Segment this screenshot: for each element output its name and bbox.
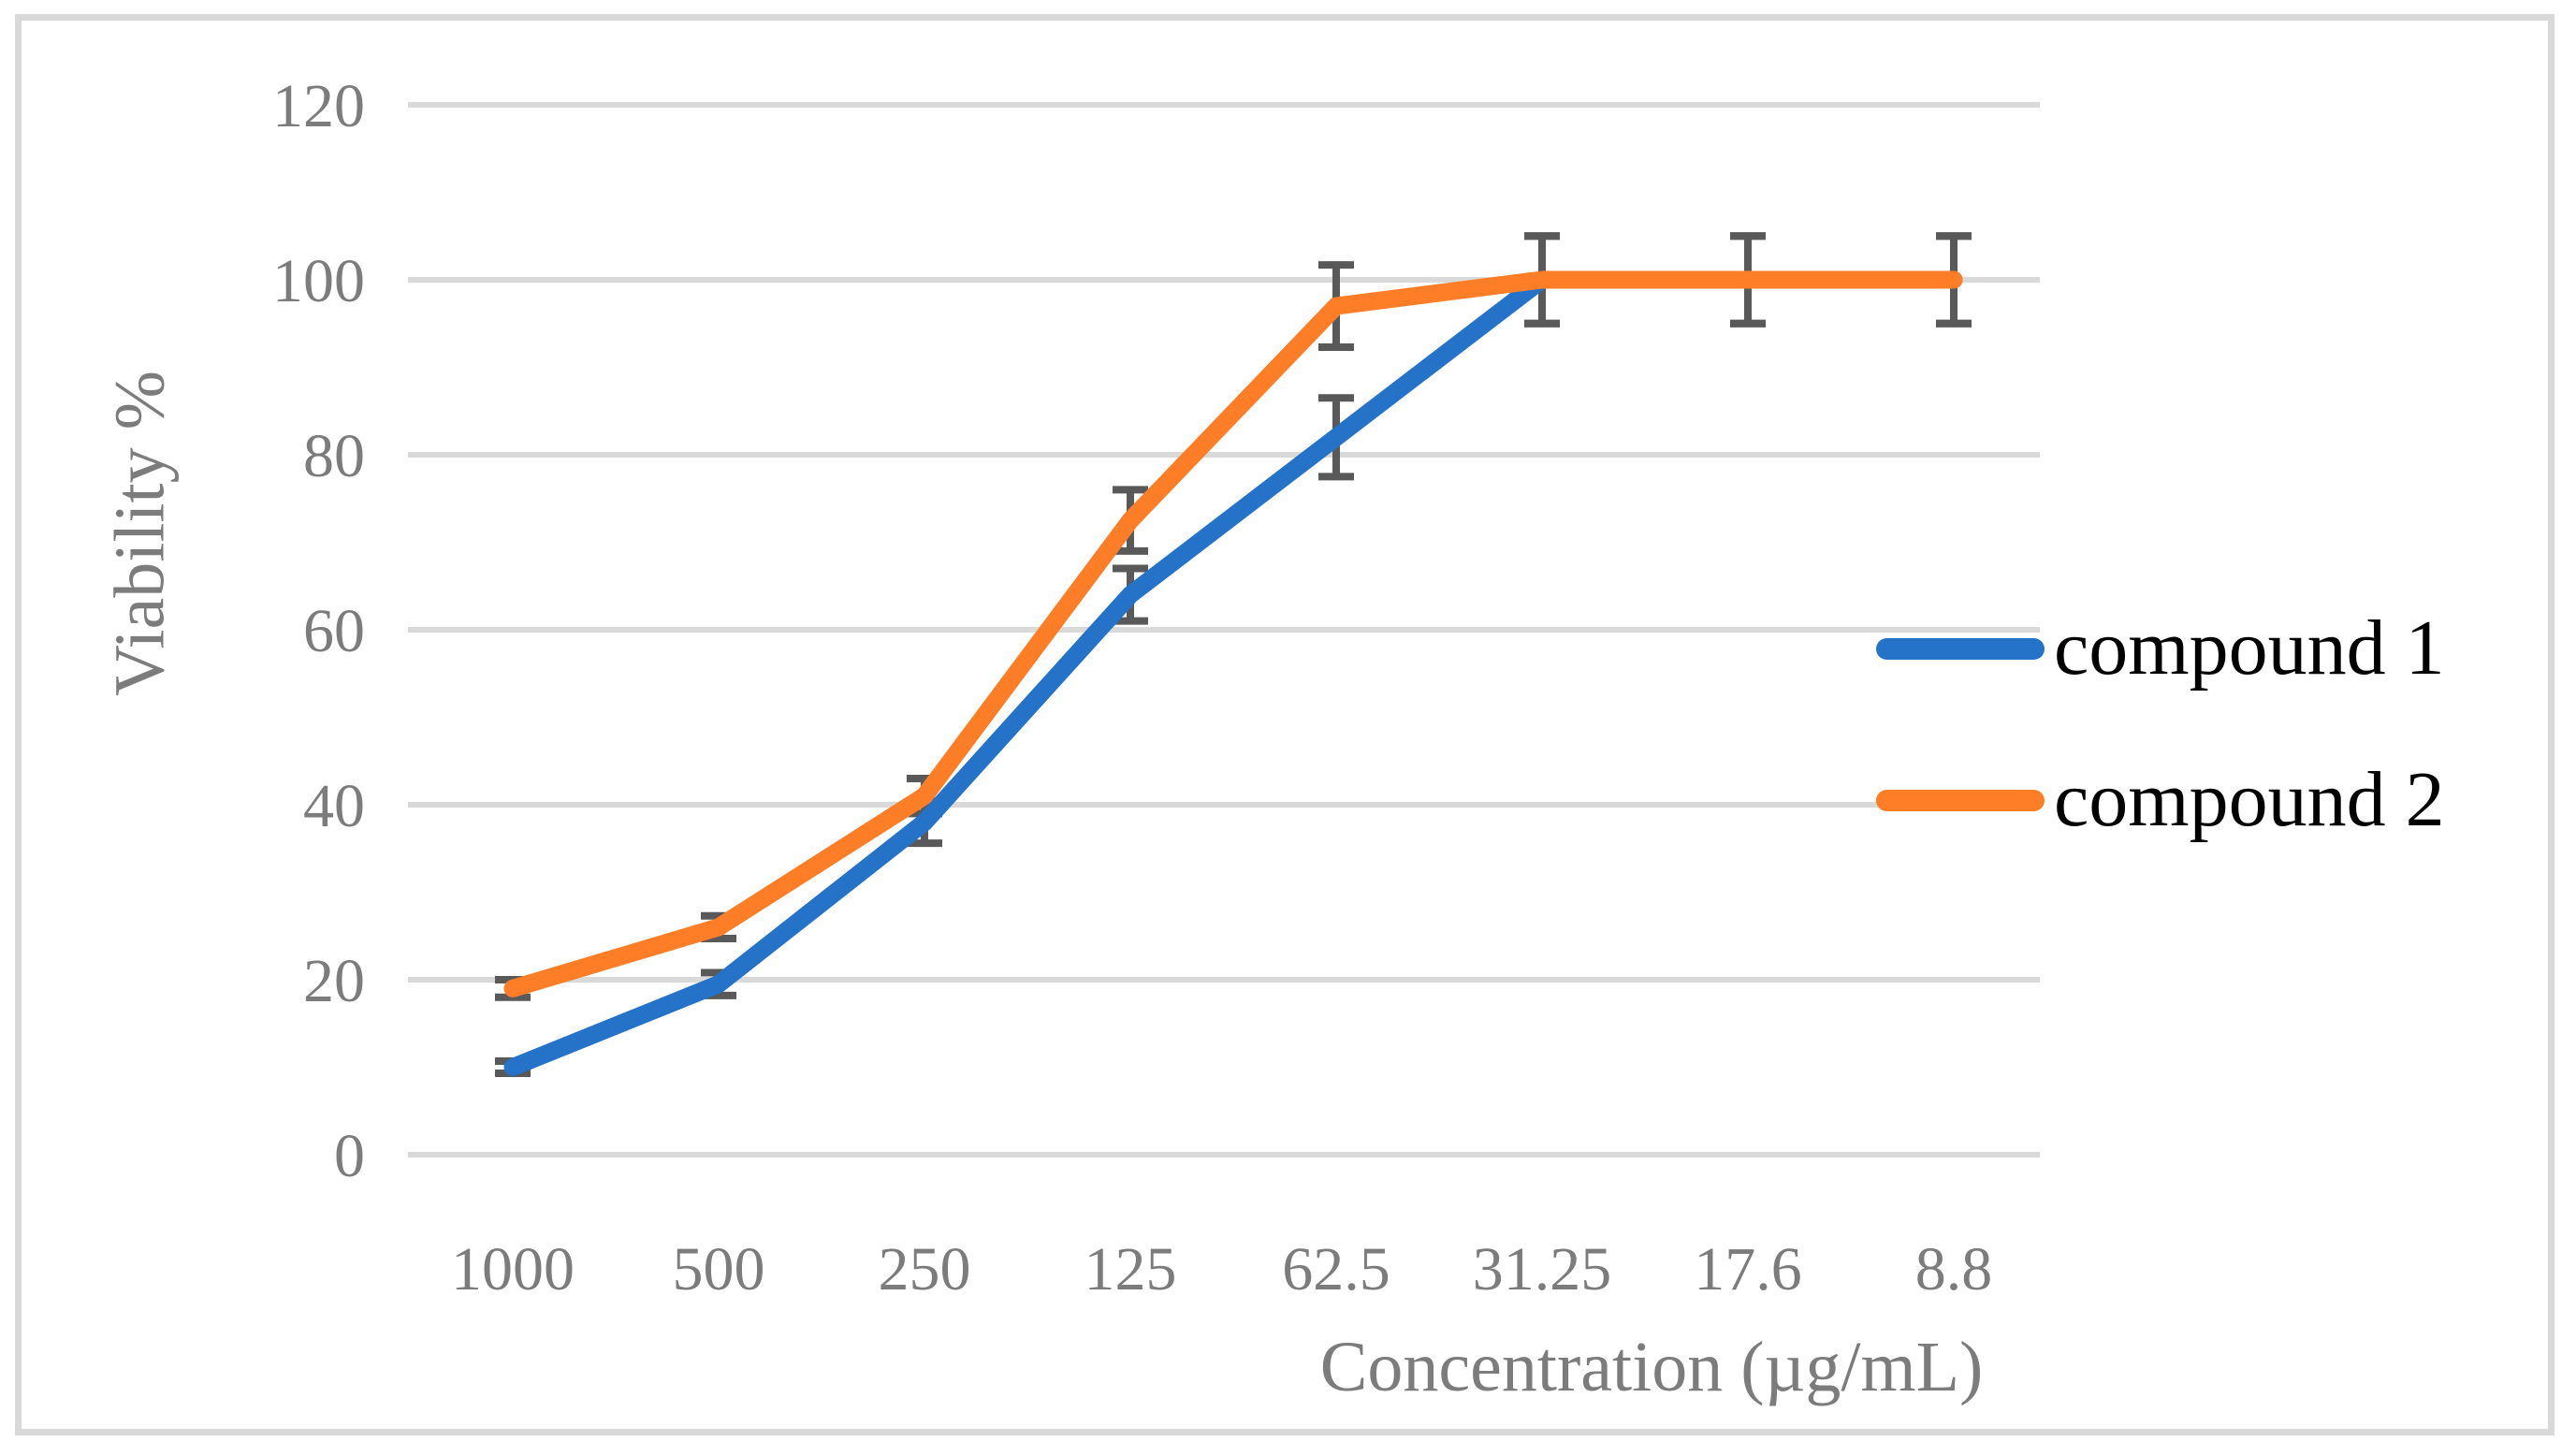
- y-axis-title: Viability %: [100, 371, 180, 696]
- legend: compound 1 compound 2: [1876, 588, 2445, 861]
- legend-item-compound-1: compound 1: [1876, 588, 2445, 709]
- x-tick-label-250: 250: [879, 1235, 971, 1303]
- legend-swatch-compound-1-line-icon: [1876, 637, 2045, 660]
- x-tick-label-1000: 1000: [451, 1235, 575, 1303]
- y-tick-label-0: 0: [334, 1122, 365, 1190]
- series-line-compound-2: [503, 270, 1963, 997]
- y-tick-label-120: 120: [272, 72, 365, 140]
- chart-frame: [15, 14, 2554, 1435]
- y-tick-label-40: 40: [303, 772, 365, 840]
- x-tick-label-125: 125: [1084, 1235, 1177, 1303]
- y-tick-label-20: 20: [303, 947, 365, 1015]
- y-tick-label-100: 100: [272, 247, 365, 315]
- series-line-compound-1: [503, 270, 1963, 1076]
- legend-label-compound-1: compound 1: [2054, 604, 2445, 692]
- x-axis-title: Concentration (µg/mL): [1319, 1328, 1984, 1406]
- y-tick-label-60: 60: [303, 597, 365, 665]
- x-tick-label-8.8: 8.8: [1915, 1235, 1993, 1303]
- x-tick-label-17.6: 17.6: [1694, 1235, 1802, 1303]
- x-tick-label-500: 500: [673, 1235, 765, 1303]
- x-tick-label-62.5: 62.5: [1282, 1235, 1390, 1303]
- legend-label-compound-2: compound 2: [2054, 756, 2445, 843]
- x-tick-label-31.25: 31.25: [1473, 1235, 1612, 1303]
- y-tick-label-80: 80: [303, 422, 365, 490]
- legend-swatch-compound-2-line-icon: [1876, 789, 2045, 811]
- legend-item-compound-2: compound 2: [1876, 739, 2445, 861]
